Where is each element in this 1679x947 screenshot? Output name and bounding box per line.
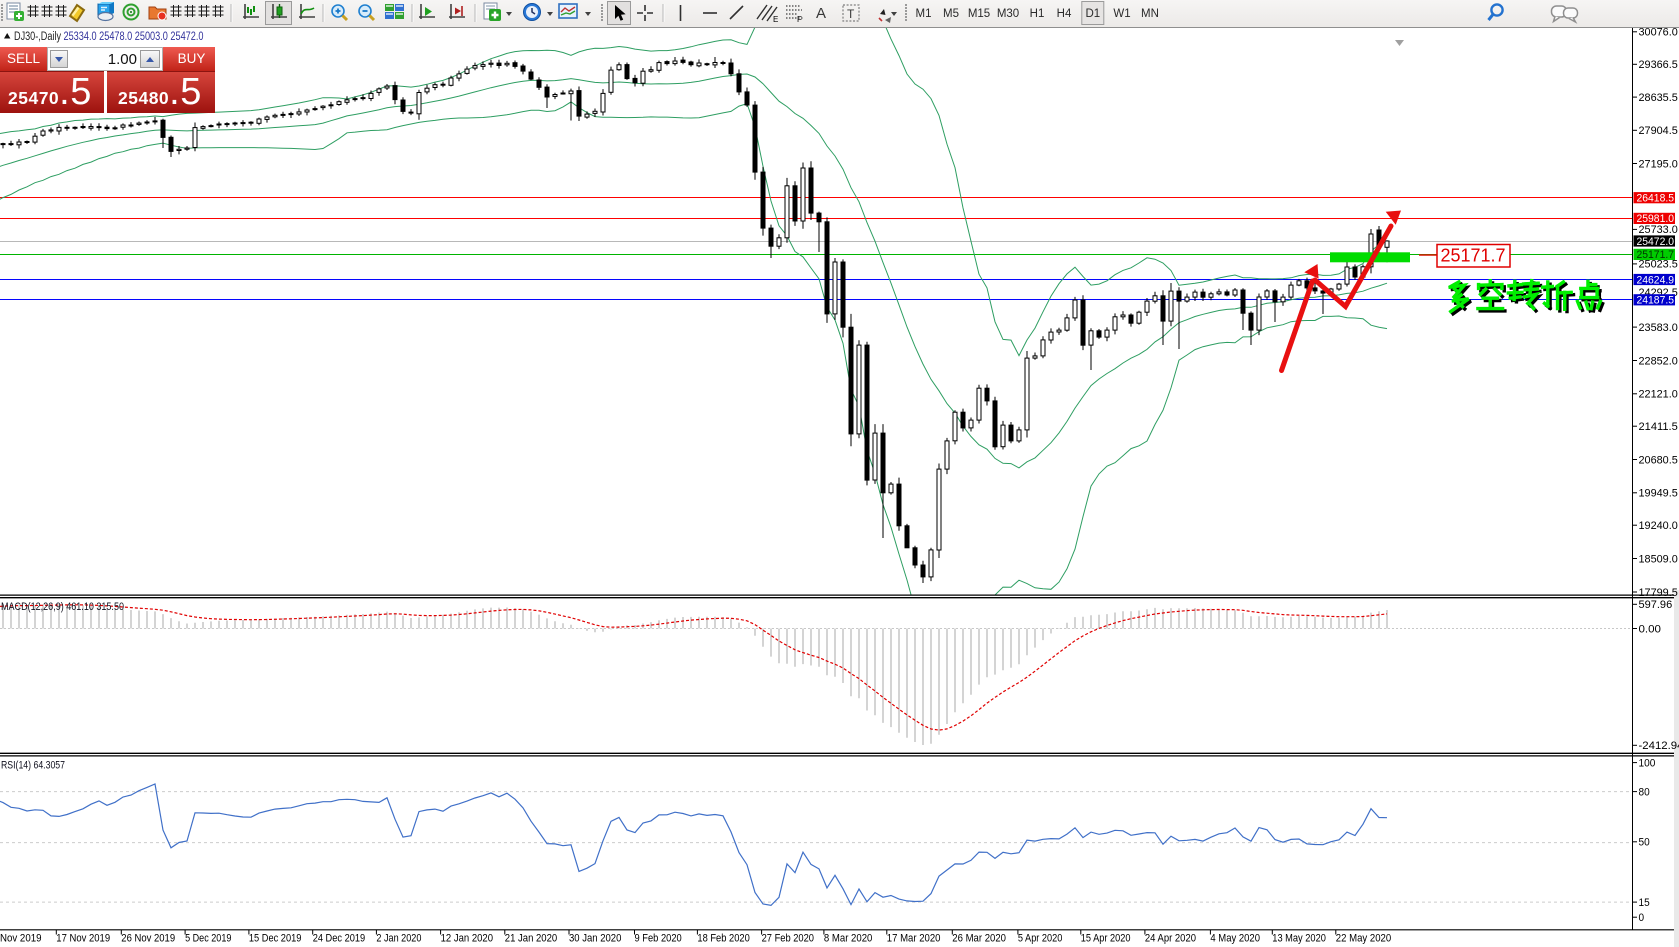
svg-text:D1: D1 [1085, 8, 1100, 20]
svg-text:RSI(14) 64.3057: RSI(14) 64.3057 [1, 760, 65, 772]
svg-text:15 Apr 2020: 15 Apr 2020 [1081, 933, 1131, 945]
svg-text:2 Jan 2020: 2 Jan 2020 [376, 933, 421, 945]
svg-text:21411.5: 21411.5 [1639, 421, 1678, 433]
svg-text:22 May 2020: 22 May 2020 [1336, 933, 1391, 945]
svg-text:15: 15 [1639, 897, 1650, 909]
svg-text:27904.5: 27904.5 [1639, 125, 1678, 137]
svg-text:25334.0 25478.0 25003.0 25472.: 25334.0 25478.0 25003.0 25472.0 [64, 31, 204, 43]
svg-text:25171.7: 25171.7 [1440, 246, 1505, 266]
svg-text:25981.0: 25981.0 [1637, 213, 1675, 225]
svg-text:MN: MN [1141, 8, 1159, 20]
svg-text:5 Apr 2020: 5 Apr 2020 [1018, 933, 1063, 945]
svg-text:4 May 2020: 4 May 2020 [1210, 933, 1260, 945]
svg-text:28635.5: 28635.5 [1639, 92, 1678, 104]
svg-text:H4: H4 [1057, 8, 1072, 20]
svg-text:19949.5: 19949.5 [1639, 488, 1678, 500]
svg-text:13 May 2020: 13 May 2020 [1272, 933, 1326, 945]
svg-text:15 Dec 2019: 15 Dec 2019 [249, 933, 302, 945]
svg-text:5 Dec 2019: 5 Dec 2019 [185, 933, 231, 945]
svg-text:30 Jan 2020: 30 Jan 2020 [569, 933, 621, 945]
svg-text:17799.5: 17799.5 [1639, 587, 1678, 599]
svg-text:18509.0: 18509.0 [1639, 553, 1678, 565]
svg-text:17 Mar 2020: 17 Mar 2020 [887, 933, 941, 945]
svg-text:19240.0: 19240.0 [1639, 520, 1678, 532]
svg-text:F: F [797, 15, 802, 24]
svg-text:29366.5: 29366.5 [1639, 59, 1678, 71]
svg-text:M1: M1 [916, 8, 932, 20]
svg-text:0: 0 [1639, 912, 1645, 924]
svg-text:17 Nov 2019: 17 Nov 2019 [56, 933, 110, 945]
svg-text:18 Feb 2020: 18 Feb 2020 [697, 933, 749, 945]
svg-text:100: 100 [1639, 757, 1656, 769]
svg-text:23583.0: 23583.0 [1639, 322, 1678, 334]
svg-text:Nov 2019: Nov 2019 [0, 933, 42, 945]
svg-text:24187.5: 24187.5 [1637, 295, 1675, 307]
svg-text:E: E [773, 15, 778, 24]
svg-text:12 Jan 2020: 12 Jan 2020 [441, 933, 493, 945]
svg-text:26 Nov 2019: 26 Nov 2019 [121, 933, 175, 945]
svg-text:24 Apr 2020: 24 Apr 2020 [1145, 933, 1196, 945]
svg-text:21 Jan 2020: 21 Jan 2020 [505, 933, 557, 945]
svg-text:25023.5: 25023.5 [1639, 259, 1678, 271]
svg-text:25733.0: 25733.0 [1639, 224, 1678, 236]
svg-text:W1: W1 [1113, 8, 1130, 20]
svg-text:DJ30-,Daily: DJ30-,Daily [14, 31, 61, 43]
svg-text:M15: M15 [968, 8, 990, 20]
svg-text:27195.0: 27195.0 [1639, 158, 1678, 170]
svg-text:26 Mar 2020: 26 Mar 2020 [952, 933, 1006, 945]
svg-text:24624.9: 24624.9 [1637, 274, 1675, 286]
svg-text:9 Feb 2020: 9 Feb 2020 [635, 933, 682, 945]
svg-text:8 Mar 2020: 8 Mar 2020 [824, 933, 873, 945]
svg-text:20680.5: 20680.5 [1639, 454, 1678, 466]
svg-text:50: 50 [1639, 837, 1650, 849]
svg-text:M5: M5 [943, 8, 959, 20]
svg-text:22852.0: 22852.0 [1639, 355, 1678, 367]
svg-text:25171.7: 25171.7 [1637, 249, 1675, 261]
svg-text:25472.0: 25472.0 [1637, 236, 1675, 248]
svg-text:597.96: 597.96 [1639, 599, 1673, 611]
svg-text:24 Dec 2019: 24 Dec 2019 [313, 933, 366, 945]
svg-text:30076.0: 30076.0 [1639, 27, 1678, 39]
svg-text:M30: M30 [997, 8, 1019, 20]
svg-text:MACD(12,26,9) 461.10 315.50: MACD(12,26,9) 461.10 315.50 [1, 601, 124, 613]
svg-text:80: 80 [1639, 786, 1650, 798]
svg-text:H1: H1 [1030, 8, 1045, 20]
svg-text:26418.5: 26418.5 [1637, 193, 1675, 205]
svg-text:0.00: 0.00 [1639, 623, 1662, 635]
svg-text:22121.0: 22121.0 [1639, 389, 1678, 401]
svg-text:A: A [816, 5, 826, 22]
svg-text:-2412.94: -2412.94 [1639, 740, 1679, 752]
svg-text:T: T [847, 7, 855, 21]
svg-text:27 Feb 2020: 27 Feb 2020 [762, 933, 814, 945]
